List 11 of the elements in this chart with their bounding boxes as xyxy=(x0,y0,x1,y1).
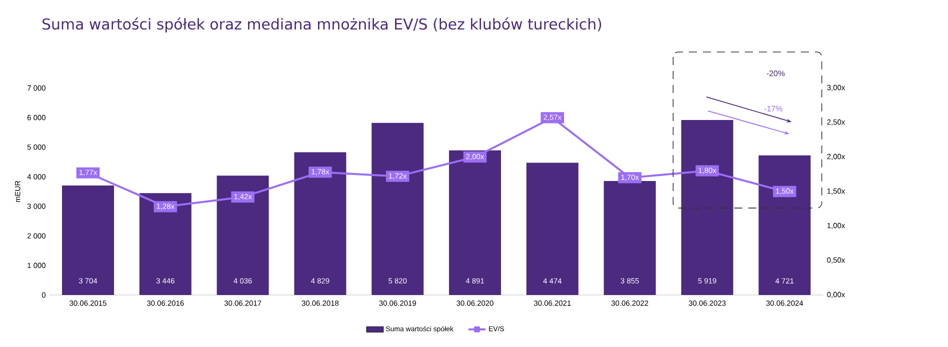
bar xyxy=(681,120,734,295)
chart-title: Suma wartości spółek oraz mediana mnożnika EV/S (bez klubów tureckich) xyxy=(42,17,602,33)
bar xyxy=(449,150,502,295)
bar xyxy=(758,155,811,295)
bar xyxy=(294,152,346,295)
bar xyxy=(526,162,578,295)
bar xyxy=(604,181,656,295)
bar xyxy=(139,193,192,295)
bar xyxy=(372,122,424,295)
bar xyxy=(216,176,269,295)
bar xyxy=(62,185,114,295)
